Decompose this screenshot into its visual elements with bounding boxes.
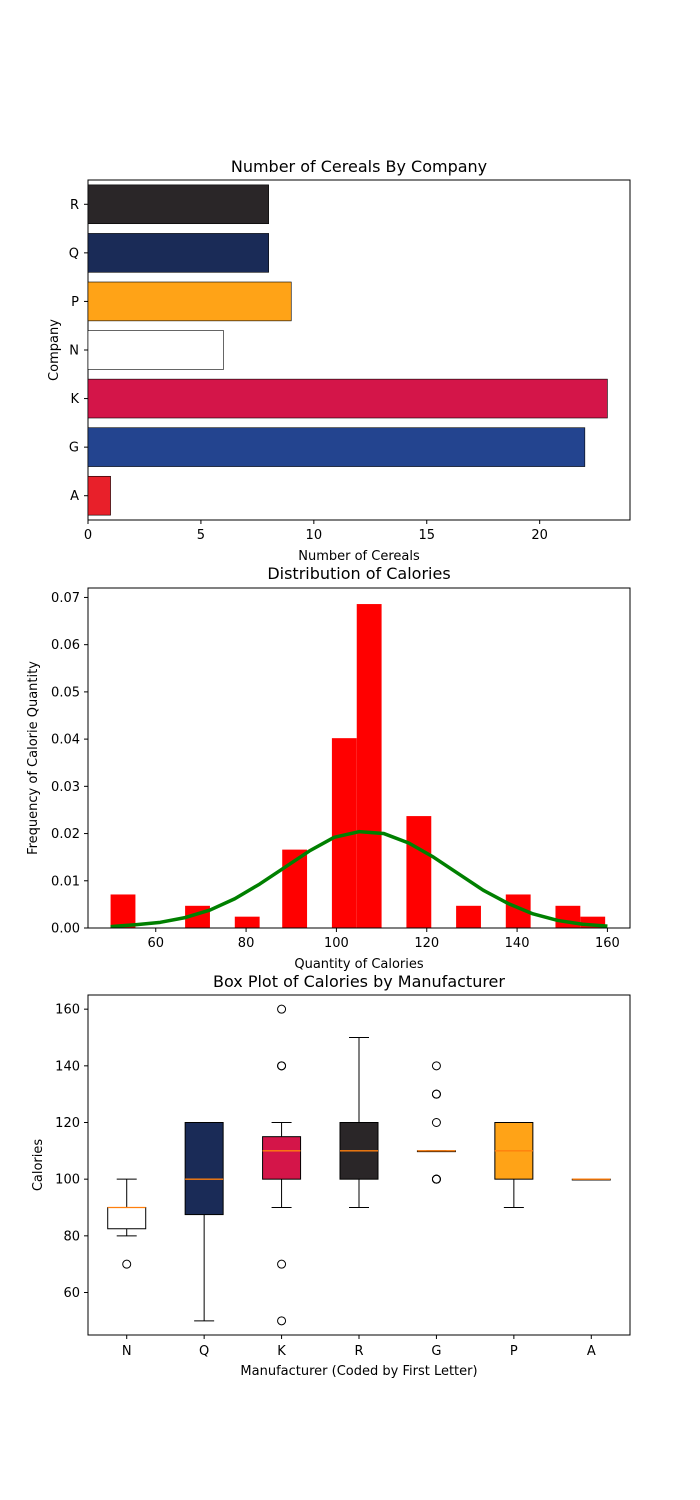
chart3-ylabel: Calories	[31, 1139, 46, 1192]
y-tick-label-Q: Q	[69, 246, 79, 261]
chart3-title: Box Plot of Calories by Manufacturer	[213, 972, 505, 991]
x-tick-label: 120	[414, 936, 439, 951]
y-tick-label: 0.00	[51, 922, 80, 937]
x-tick-label: 140	[505, 936, 530, 951]
box-body	[184, 1122, 224, 1216]
x-tick-label-K: K	[277, 1344, 286, 1359]
box-body	[262, 1136, 302, 1180]
chart2-ylabel: Frequency of Calorie Quantity	[26, 661, 41, 855]
outlier-point	[277, 1259, 287, 1269]
x-tick-label: 100	[324, 936, 349, 951]
outlier-point	[431, 1061, 441, 1071]
bar-N	[87, 330, 224, 370]
y-tick-label: 0.07	[51, 591, 80, 606]
chart2-title: Distribution of Calories	[267, 564, 450, 583]
y-tick-label: 0.05	[51, 685, 80, 700]
box-A	[571, 1178, 611, 1181]
y-tick-label: 0.04	[51, 733, 80, 748]
outlier-point	[431, 1089, 441, 1099]
x-tick-label-A: A	[587, 1344, 596, 1359]
chart2-plot-frame	[87, 587, 631, 929]
histogram-bin	[580, 916, 606, 928]
outlier-point	[122, 1259, 132, 1269]
chart1-xlabel: Number of Cereals	[298, 549, 420, 564]
bar-G	[87, 427, 586, 467]
calorie-histogram: Distribution of Calories 60 80 100 120 140 16…	[26, 564, 631, 972]
bar-K	[87, 378, 608, 419]
bar-A	[87, 475, 111, 516]
x-tick-label: 0	[84, 528, 92, 543]
histogram-bin	[456, 905, 481, 928]
histogram-bin	[234, 916, 260, 928]
x-tick-label: 80	[238, 936, 255, 951]
outlier-point	[431, 1174, 441, 1184]
box-Q	[184, 1122, 224, 1322]
x-tick-label-G: G	[431, 1344, 441, 1359]
y-tick-label-A: A	[70, 489, 79, 504]
y-tick-label-N: N	[69, 344, 79, 359]
chart2-xlabel: Quantity of Calories	[294, 957, 424, 972]
y-tick-label: 0.02	[51, 827, 80, 842]
histogram-bin	[406, 816, 432, 928]
x-tick-label-P: P	[510, 1344, 518, 1359]
company-bar-chart: Number of Cereals By Company 0 5 10 15 20 A G…	[47, 157, 631, 564]
outlier-point	[277, 1061, 287, 1071]
x-tick-label: 5	[197, 528, 205, 543]
density-line	[110, 829, 608, 929]
bar-Q	[87, 233, 269, 273]
x-tick-label-R: R	[354, 1344, 363, 1359]
outlier-point	[277, 1004, 287, 1014]
y-tick-label: 160	[55, 1003, 80, 1018]
box-R	[339, 1037, 379, 1208]
y-tick-label: 120	[55, 1116, 80, 1131]
histogram-bin	[356, 604, 382, 928]
box-body	[107, 1207, 147, 1230]
y-tick-label: 0.01	[51, 874, 80, 889]
x-tick-label: 15	[418, 528, 435, 543]
y-tick-label-G: G	[69, 441, 79, 456]
x-tick-label-N: N	[122, 1344, 132, 1359]
chart1-ylabel: Company	[47, 319, 62, 381]
y-tick-label: 60	[63, 1286, 80, 1301]
x-tick-label: 60	[147, 936, 164, 951]
x-tick-label-Q: Q	[199, 1344, 209, 1359]
x-tick-label: 10	[306, 528, 323, 543]
y-tick-label-K: K	[70, 392, 79, 407]
histogram-bin	[110, 894, 136, 928]
chart1-title: Number of Cereals By Company	[231, 157, 487, 176]
x-tick-label: 160	[595, 936, 620, 951]
box-G	[416, 1061, 456, 1184]
calorie-box-plot: Box Plot of Calories by Manufacturer N Q K…	[31, 972, 631, 1379]
bar-P	[87, 281, 292, 322]
y-tick-label: 0.03	[51, 780, 80, 795]
y-tick-label: 100	[55, 1173, 80, 1188]
y-tick-label: 80	[63, 1229, 80, 1244]
x-tick-label: 20	[531, 528, 548, 543]
outlier-point	[277, 1316, 287, 1326]
box-N	[107, 1178, 147, 1269]
y-tick-label-R: R	[70, 198, 79, 213]
y-tick-label: 140	[55, 1059, 80, 1074]
box-K	[262, 1004, 302, 1326]
y-tick-label-P: P	[71, 295, 79, 310]
box-P	[494, 1122, 534, 1208]
chart3-xlabel: Manufacturer (Coded by First Letter)	[240, 1364, 477, 1379]
bar-R	[87, 184, 269, 225]
outlier-point	[431, 1118, 441, 1127]
y-tick-label: 0.06	[51, 638, 80, 653]
